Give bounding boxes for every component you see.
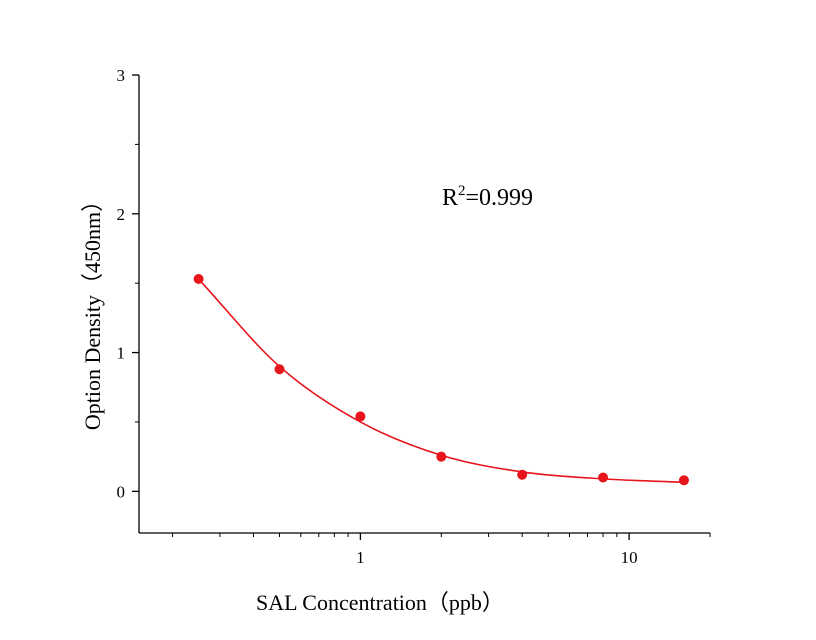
data-point <box>436 451 447 462</box>
data-point <box>274 364 285 375</box>
x-tick-label: 1 <box>356 548 365 567</box>
y-tick-label: 2 <box>117 205 126 224</box>
r-squared-annotation: R2=0.999 <box>442 183 533 211</box>
x-axis-title: SAL Concentration（ppb） <box>256 590 504 615</box>
data-point <box>193 274 204 285</box>
data-point <box>355 411 366 422</box>
r-squared-letter: R <box>442 185 458 211</box>
x-tick-label: 10 <box>621 548 638 567</box>
axes: 0 1 2 3 1 10 <box>117 66 711 567</box>
y-axis-title: Option Density（450nm） <box>80 190 105 430</box>
data-points <box>193 274 689 486</box>
y-tick-label: 3 <box>117 66 126 85</box>
y-tick-label: 1 <box>117 344 126 363</box>
r-squared-superscript: 2 <box>458 183 466 199</box>
y-tick-label: 0 <box>117 482 126 501</box>
r-squared-value: =0.999 <box>466 185 534 211</box>
data-point <box>517 469 528 480</box>
data-point <box>598 472 609 483</box>
data-point <box>678 475 689 486</box>
